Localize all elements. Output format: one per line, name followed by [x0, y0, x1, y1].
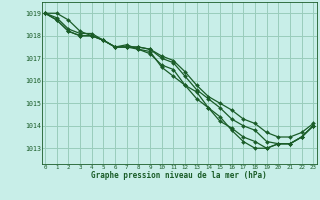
X-axis label: Graphe pression niveau de la mer (hPa): Graphe pression niveau de la mer (hPa): [91, 171, 267, 180]
